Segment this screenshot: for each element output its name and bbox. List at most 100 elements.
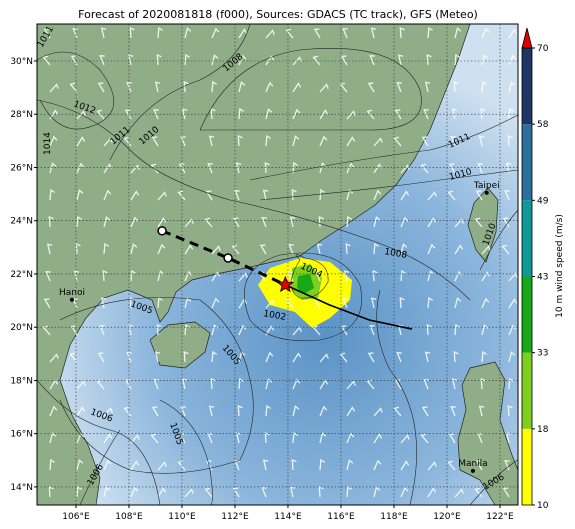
isobar-label: 1002: [262, 309, 286, 323]
wind-barb: [103, 486, 111, 498]
wind-barb: [103, 242, 110, 255]
wind-barb: [319, 432, 327, 444]
wind-barb: [481, 350, 488, 363]
wind-barb: [205, 460, 213, 471]
isobar-label: 1008: [383, 247, 408, 261]
wind-barb: [265, 299, 275, 309]
wind-barb: [421, 136, 429, 147]
wind-barb: [97, 82, 105, 93]
wind-barb: [99, 54, 105, 66]
wind-barb: [345, 243, 351, 255]
wind-barb: [205, 190, 213, 201]
wind-barb: [130, 269, 137, 282]
wind-barb: [130, 434, 140, 444]
colorbar-segment: [522, 428, 532, 505]
wind-barb: [397, 54, 404, 66]
wind-barb: [238, 54, 247, 66]
isobar: [109, 24, 251, 161]
wind-barb: [103, 163, 113, 174]
wind-barb: [319, 353, 329, 363]
isobar: [376, 289, 417, 505]
wind-barb: [286, 271, 294, 282]
colorbar-extend: [521, 27, 533, 49]
y-tick-label: 14°N: [10, 483, 33, 493]
wind-barb: [49, 432, 57, 444]
wind-barb: [45, 270, 51, 282]
wind-barb: [70, 325, 78, 336]
wind-barb: [313, 28, 321, 39]
past-position: [157, 226, 167, 236]
wind-barb: [373, 486, 381, 498]
wind-barb: [478, 405, 485, 417]
colorbar-segment: [522, 124, 532, 201]
wind-barb: [184, 218, 194, 228]
wind-barb: [424, 81, 431, 93]
past-track: [161, 229, 286, 287]
wind-barb: [447, 460, 456, 471]
wind-barb: [211, 350, 218, 363]
wind-barb: [130, 460, 140, 471]
wind-barb: [507, 135, 513, 147]
wind-barb: [76, 459, 84, 471]
wind-barb: [103, 433, 113, 444]
wind-barb: [42, 55, 51, 66]
wind-barb: [400, 434, 410, 444]
isobar: [259, 169, 518, 201]
wind-barb: [346, 136, 356, 147]
wind-barb: [204, 217, 213, 228]
wind-barb: [369, 324, 375, 336]
colorbar-tick-label: 43: [537, 273, 548, 283]
wind-barb: [481, 27, 490, 39]
wind-barb: [373, 189, 382, 201]
x-tick-label: 114°E: [274, 512, 302, 522]
wind-barb: [339, 352, 348, 363]
wind-barb: [291, 459, 297, 471]
wind-barb: [508, 272, 518, 282]
wind-barb: [508, 28, 518, 39]
wind-barb: [367, 82, 375, 93]
wind-barb: [292, 56, 302, 66]
wind-barb: [474, 487, 483, 498]
wind-barb: [397, 324, 404, 336]
wind-barb: [177, 190, 186, 201]
wind-barb: [43, 298, 51, 309]
wind-barb: [232, 487, 240, 498]
land-taiwan: [467, 187, 499, 263]
wind-barb: [342, 297, 348, 309]
wind-barb: [157, 243, 166, 255]
place-label: Taipei: [473, 181, 500, 191]
wind-barb: [400, 190, 410, 201]
wind-barb: [151, 406, 159, 417]
wind-barb: [400, 243, 408, 255]
title: Forecast of 2020081818 (f000), Sources: …: [78, 8, 478, 21]
wind-barb: [372, 270, 378, 282]
isobar: [479, 209, 518, 271]
wind-barb: [70, 55, 78, 66]
place-label: Manila: [458, 459, 488, 469]
isobar: [244, 252, 362, 342]
wind-barb: [157, 461, 167, 471]
wind-barb: [292, 378, 301, 390]
wind-barb: [502, 487, 510, 498]
wind-barb: [76, 406, 86, 417]
wind-barb: [319, 405, 328, 417]
forecast-track: [284, 284, 413, 330]
wind-barb: [265, 108, 273, 120]
wind-barb: [292, 431, 299, 444]
wind-barb: [508, 81, 516, 93]
wind-barb: [76, 162, 85, 174]
wind-barb: [48, 216, 54, 228]
wind-barb: [475, 460, 483, 471]
wind-barb: [75, 243, 81, 255]
wind-barb: [264, 162, 270, 174]
y-tick-label: 30°N: [10, 57, 33, 67]
wind-barb: [181, 378, 188, 390]
wind-barb: [508, 324, 517, 336]
colorbar-tick-label: 70: [537, 44, 549, 54]
wind-barb: [370, 27, 377, 39]
wind-barb: [427, 217, 437, 228]
wind-barb: [367, 352, 375, 363]
wind-barb: [508, 107, 515, 120]
wind-barb: [210, 108, 216, 120]
